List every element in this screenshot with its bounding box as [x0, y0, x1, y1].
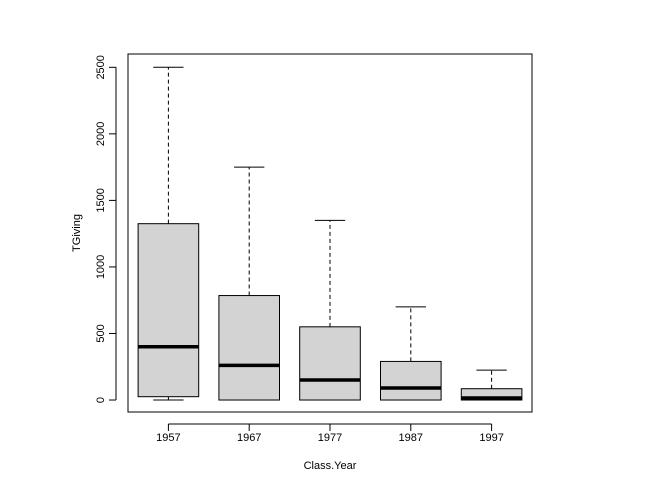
y-tick-label: 1500	[95, 188, 107, 212]
x-tick-label: 1957	[156, 432, 180, 444]
x-tick-label: 1987	[399, 432, 423, 444]
iqr-box	[299, 326, 361, 401]
boxes	[137, 66, 523, 401]
box-1997	[460, 369, 523, 401]
y-tick-label: 2000	[95, 122, 107, 146]
x-tick-label: 1977	[318, 432, 342, 444]
y-axis: 0 500 1000 1500 2000 2500	[95, 55, 117, 403]
plot-frame	[127, 53, 533, 413]
box-1977	[299, 219, 361, 401]
iqr-box	[460, 388, 523, 401]
x-tick-label: 1997	[479, 432, 503, 444]
x-tick-label: 1967	[237, 432, 261, 444]
x-axis: 1957 1967 1977 1987 1997	[156, 423, 504, 444]
iqr-box	[380, 360, 442, 401]
y-tick-label: 1000	[95, 255, 107, 279]
y-tick-label: 0	[95, 397, 107, 403]
y-axis-title: TGiving	[71, 214, 83, 252]
iqr-box	[137, 223, 200, 398]
iqr-box	[218, 295, 280, 401]
box-1967	[218, 166, 280, 401]
y-tick-label: 500	[95, 324, 107, 342]
box-1987	[380, 306, 442, 401]
box-1957	[137, 66, 200, 401]
y-tick-label: 2500	[95, 55, 107, 79]
x-axis-title: Class.Year	[304, 460, 357, 472]
